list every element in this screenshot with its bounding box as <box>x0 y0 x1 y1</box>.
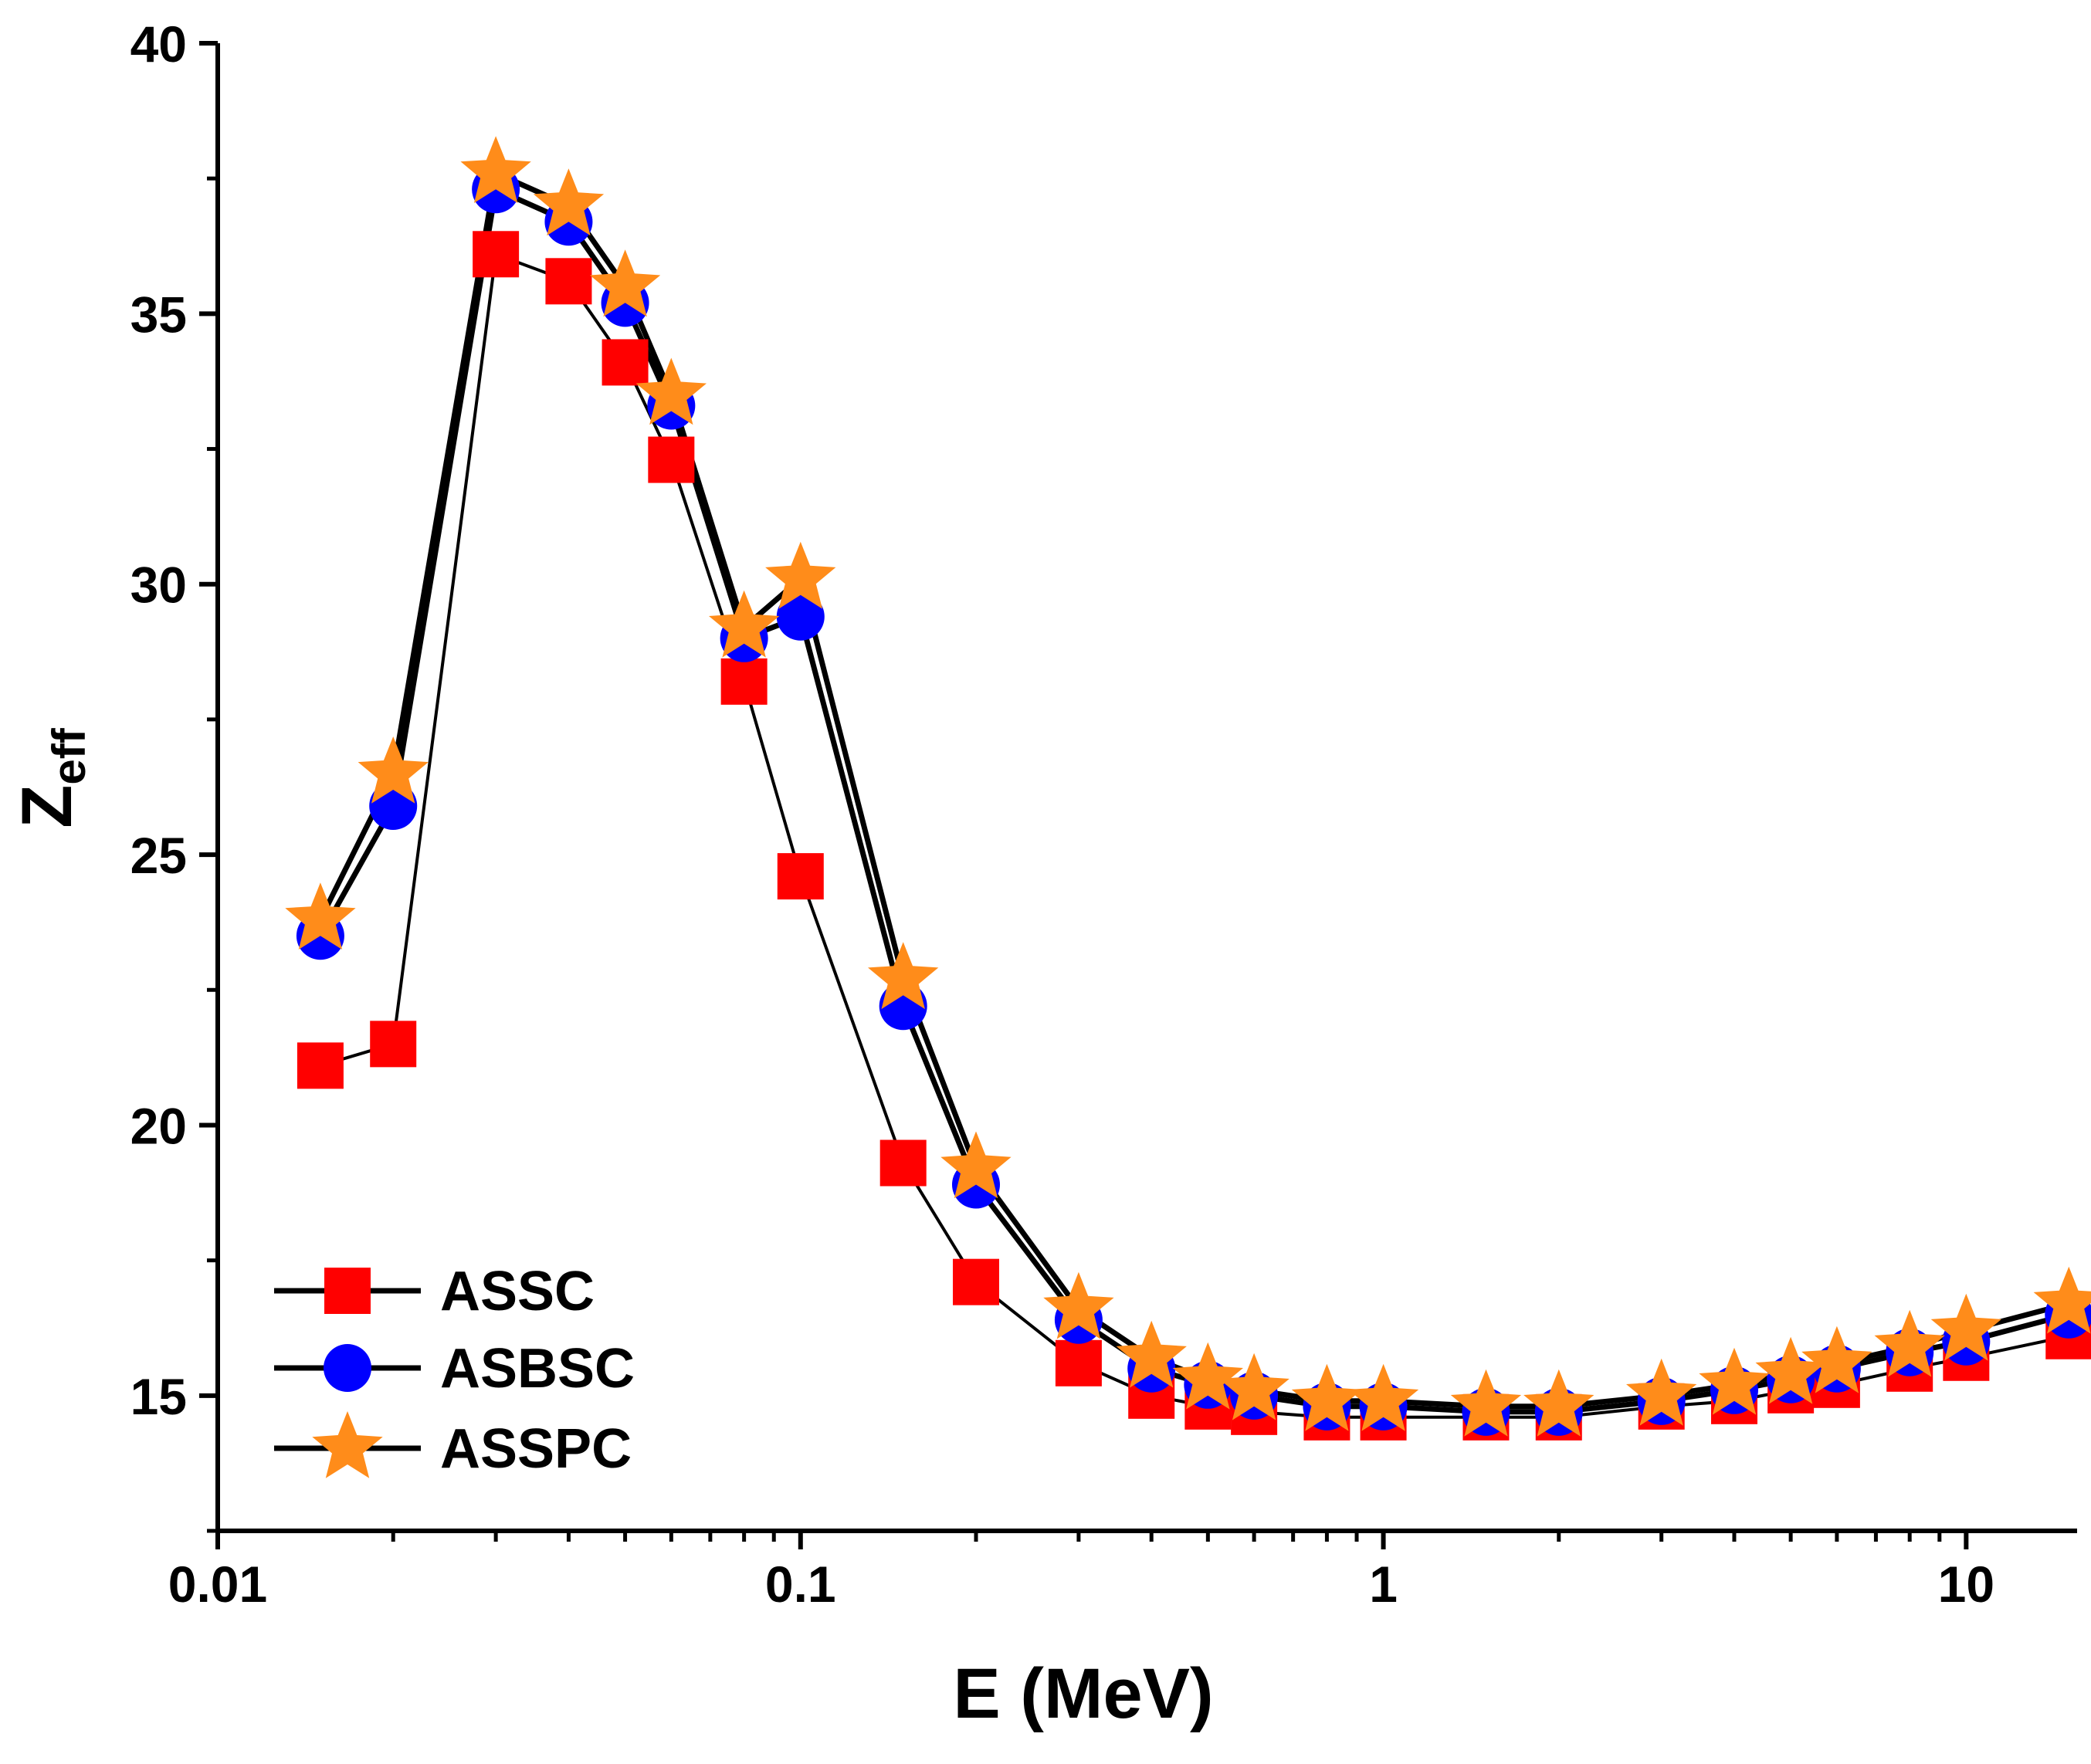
y-tick-label: 30 <box>130 557 187 614</box>
data-point-asspc <box>1172 1342 1243 1410</box>
axes: 15 20 25 30 35 40 0.01 0.1 1 10 <box>130 15 2077 1613</box>
data-point-asspc <box>1450 1369 1522 1437</box>
data-point-asspc <box>1626 1358 1697 1426</box>
x-tick-label: 1 <box>1369 1556 1398 1613</box>
data-point-assc <box>648 436 695 483</box>
data-point-asspc <box>1874 1309 1945 1377</box>
series-line-assc <box>320 252 2069 1419</box>
y-axis-title: Zeff <box>8 727 95 828</box>
data-point-asspc <box>1347 1363 1419 1431</box>
data-point-asspc <box>2033 1266 2091 1334</box>
data-point-asspc <box>1699 1347 1770 1415</box>
series-markers <box>285 136 2091 1441</box>
series-line-asbsc <box>317 186 2070 1415</box>
data-point-assc <box>1055 1339 1102 1386</box>
data-point-asspc <box>1523 1369 1595 1437</box>
legend-marker-asbsc <box>324 1344 371 1392</box>
data-point-asspc <box>1755 1336 1826 1404</box>
y-tick-label: 40 <box>130 15 187 73</box>
data-point-assc <box>545 258 592 305</box>
data-point-asspc <box>1116 1320 1187 1388</box>
data-point-asspc <box>358 736 429 804</box>
legend-marker-assc <box>324 1268 371 1314</box>
data-point-asspc <box>635 357 707 425</box>
legend-label: ASSC <box>440 1261 595 1322</box>
data-point-assc <box>370 1021 417 1068</box>
data-point-asspc <box>1291 1363 1363 1431</box>
data-point-asspc <box>709 590 780 658</box>
data-point-asspc <box>765 541 836 609</box>
x-tick-label: 0.01 <box>168 1556 267 1613</box>
data-point-assc <box>473 231 520 278</box>
data-point-asspc <box>285 882 356 950</box>
data-point-assc <box>720 658 768 705</box>
data-point-assc <box>879 1139 927 1187</box>
data-point-asspc <box>940 1131 1012 1199</box>
y-tick-label: 35 <box>130 286 187 343</box>
data-point-asspc <box>868 942 939 1010</box>
data-point-asspc <box>460 136 531 203</box>
data-point-assc <box>952 1258 999 1305</box>
data-point-asspc <box>533 168 605 236</box>
y-tick-label: 15 <box>130 1368 187 1425</box>
data-point-asspc <box>589 249 661 317</box>
data-point-asspc <box>1930 1293 2001 1361</box>
x-axis-title: E (MeV) <box>953 1654 1213 1733</box>
data-point-asspc <box>1218 1353 1290 1420</box>
data-point-asspc <box>1043 1271 1114 1339</box>
x-tick-label: 0.1 <box>765 1556 836 1613</box>
y-tick-label: 20 <box>130 1097 187 1154</box>
y-axis-title-sub: eff <box>43 727 95 784</box>
data-point-assc <box>777 853 824 900</box>
data-point-assc <box>602 339 649 386</box>
series-line-asspc <box>317 170 2070 1410</box>
legend: ASSC ASBSC ASSPC <box>274 1261 635 1480</box>
data-point-asspc <box>1801 1326 1872 1393</box>
legend-label: ASSPC <box>440 1418 632 1480</box>
series-lines <box>317 170 2070 1419</box>
data-point-assc <box>297 1042 344 1089</box>
y-axis-title-main: Z <box>8 785 86 828</box>
y-tick-label: 25 <box>130 827 187 884</box>
legend-label: ASBSC <box>440 1338 635 1400</box>
data-point-asbsc <box>776 592 825 641</box>
legend-marker-asspc <box>312 1411 383 1478</box>
x-tick-label: 10 <box>1938 1556 1994 1613</box>
